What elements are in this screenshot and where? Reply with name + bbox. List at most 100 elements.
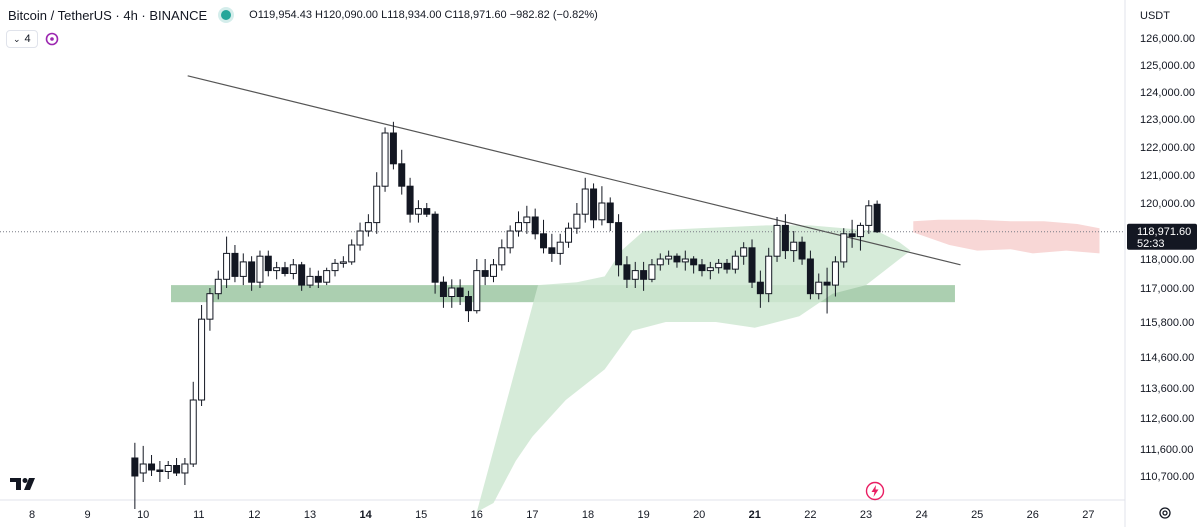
candle[interactable] (148, 455, 156, 476)
candle[interactable] (181, 458, 189, 485)
candle[interactable] (790, 231, 798, 262)
market-status-icon[interactable] (221, 10, 232, 20)
candle[interactable] (840, 228, 848, 268)
candle[interactable] (865, 200, 873, 234)
candle[interactable] (640, 261, 648, 291)
candle[interactable] (823, 267, 831, 314)
candle[interactable] (356, 222, 364, 251)
candle[interactable] (473, 259, 481, 314)
symbol-title[interactable]: Bitcoin / TetherUS · 4h · BINANCE (8, 7, 208, 23)
candle[interactable] (339, 256, 347, 268)
candle[interactable] (206, 288, 214, 331)
candle[interactable] (198, 305, 206, 406)
candle[interactable] (765, 247, 773, 303)
candle[interactable] (406, 177, 414, 223)
candle[interactable] (598, 186, 606, 226)
candle[interactable] (223, 236, 231, 288)
candle[interactable] (656, 253, 664, 271)
candle[interactable] (248, 256, 256, 291)
candle[interactable] (164, 461, 172, 479)
candle[interactable] (281, 261, 289, 277)
candle[interactable] (831, 256, 839, 297)
candle[interactable] (156, 461, 164, 482)
candle[interactable] (573, 203, 581, 234)
candle[interactable] (748, 239, 756, 288)
candle[interactable] (581, 177, 589, 223)
candle[interactable] (540, 219, 548, 254)
candle[interactable] (773, 217, 781, 262)
candle[interactable] (289, 259, 297, 280)
candle[interactable] (723, 259, 731, 274)
candle[interactable] (731, 250, 739, 274)
candle[interactable] (531, 208, 539, 240)
candle[interactable] (139, 445, 147, 482)
settings-gear-icon[interactable] (1156, 504, 1174, 522)
candle[interactable] (348, 239, 356, 265)
candle[interactable] (740, 242, 748, 265)
candle[interactable] (706, 261, 714, 280)
candle[interactable] (781, 214, 789, 259)
candle[interactable] (431, 211, 439, 294)
candle[interactable] (173, 458, 181, 476)
candle[interactable] (523, 205, 531, 234)
candle[interactable] (364, 214, 372, 237)
descending-trendline[interactable] (187, 75, 961, 266)
candle[interactable] (715, 259, 723, 274)
candle[interactable] (848, 219, 856, 248)
candle[interactable] (131, 442, 139, 509)
candle[interactable] (214, 270, 222, 300)
candle[interactable] (489, 259, 497, 283)
flash-alert-icon[interactable] (865, 481, 885, 501)
candle[interactable] (798, 236, 806, 265)
candle[interactable] (606, 197, 614, 231)
candle[interactable] (423, 203, 431, 217)
candle[interactable] (590, 183, 598, 229)
sync-icon[interactable] (44, 31, 60, 47)
candle[interactable] (623, 256, 631, 288)
currency-selector[interactable]: USDT (1140, 10, 1170, 22)
candle[interactable] (389, 121, 397, 170)
candle[interactable] (756, 270, 764, 308)
candle[interactable] (665, 250, 673, 265)
candle[interactable] (323, 267, 331, 286)
candle[interactable] (306, 267, 314, 288)
candle[interactable] (690, 256, 698, 274)
candle[interactable] (673, 253, 681, 268)
candle[interactable] (856, 222, 864, 251)
candle[interactable] (498, 239, 506, 271)
candle[interactable] (615, 214, 623, 277)
candle[interactable] (448, 279, 456, 308)
candle[interactable] (698, 259, 706, 277)
candle[interactable] (815, 273, 823, 300)
candle[interactable] (565, 222, 573, 248)
candle[interactable] (398, 149, 406, 195)
candle[interactable] (456, 279, 464, 305)
candle[interactable] (331, 259, 339, 277)
candle[interactable] (189, 381, 197, 467)
candle[interactable] (481, 259, 489, 286)
candle[interactable] (439, 276, 447, 308)
candle[interactable] (873, 200, 881, 233)
candle[interactable] (231, 245, 239, 283)
candle[interactable] (648, 259, 656, 283)
candle[interactable] (548, 233, 556, 262)
tradingview-logo-icon[interactable] (10, 476, 40, 492)
candle[interactable] (556, 233, 564, 265)
candle[interactable] (314, 270, 322, 288)
candle[interactable] (631, 261, 639, 288)
candle[interactable] (506, 225, 514, 254)
candle[interactable] (239, 253, 247, 286)
candle[interactable] (298, 261, 306, 291)
candle[interactable] (256, 250, 264, 288)
candle[interactable] (264, 250, 272, 277)
candle[interactable] (681, 250, 689, 271)
indicators-toggle-button[interactable]: ⌄ 4 (6, 30, 38, 48)
candle[interactable] (515, 211, 522, 237)
candle[interactable] (806, 250, 814, 300)
candle[interactable] (381, 127, 389, 192)
candle[interactable] (414, 200, 422, 223)
candle[interactable] (273, 261, 281, 280)
candle[interactable] (373, 172, 381, 234)
